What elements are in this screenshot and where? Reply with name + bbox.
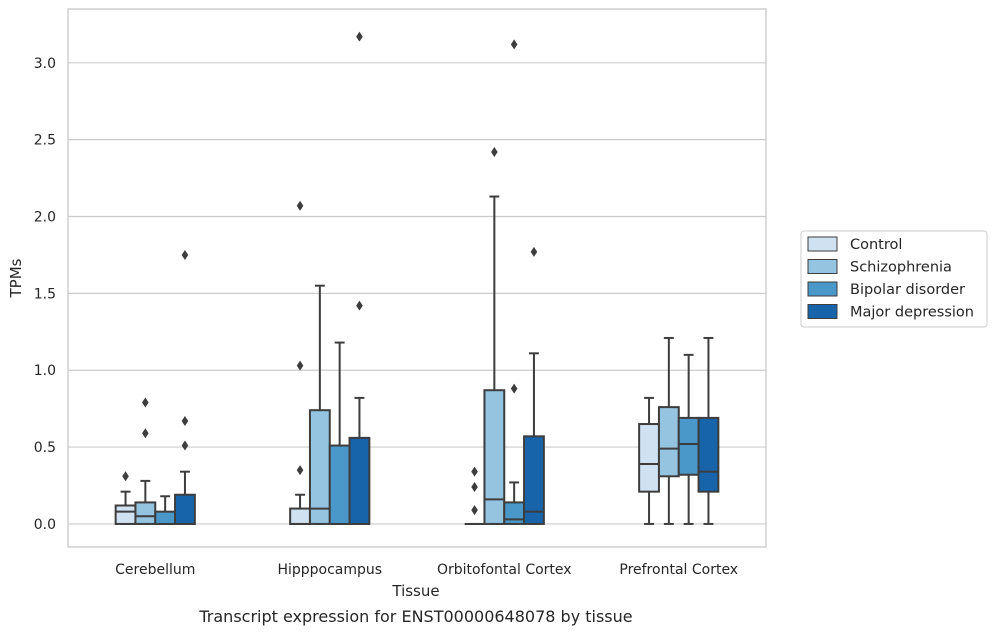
x-tick-label: Prefrontal Cortex	[619, 562, 738, 578]
legend-label: Bipolar disorder	[850, 282, 965, 298]
box-iqr	[134, 501, 157, 525]
box-bipolar-disorder	[154, 495, 177, 525]
box-iqr	[657, 406, 680, 478]
y-tick-label: 0.5	[34, 440, 56, 456]
legend-swatch	[807, 259, 838, 274]
legend-items: Control Schizophrenia Bipolar disorder Majo…	[807, 236, 974, 321]
outlier-point	[181, 249, 189, 260]
y-tick-label: 3.0	[34, 56, 56, 72]
outlier-point	[181, 415, 189, 426]
outlier-point	[122, 471, 129, 482]
boxes-layer	[114, 31, 720, 525]
box-iqr	[154, 510, 177, 525]
outlier-point	[142, 428, 149, 439]
outlier-point	[510, 39, 518, 50]
outlier-point	[510, 383, 518, 394]
y-tick-labels: 0.0 0.5 1.0 1.5 2.0 2.5 3.0	[34, 56, 56, 533]
box-bipolar-disorder	[503, 39, 526, 525]
box-major-depression	[523, 246, 545, 525]
box-major-depression	[697, 336, 720, 525]
box-iqr	[523, 435, 545, 525]
outlier-point	[471, 466, 478, 477]
outlier-point	[356, 300, 363, 311]
outlier-point	[142, 397, 149, 408]
legend: Control Schizophrenia Bipolar disorder Majo…	[800, 230, 988, 328]
box-iqr	[328, 444, 351, 525]
box-iqr	[503, 501, 526, 525]
outlier-point	[296, 200, 304, 211]
y-tick-label: 1.0	[34, 363, 56, 379]
y-axis-title: TPMs	[7, 258, 25, 298]
box-bipolar-disorder	[328, 341, 351, 525]
outlier-point	[356, 31, 363, 42]
x-tick-label: Hipppocampus	[277, 562, 382, 578]
box-major-depression	[348, 31, 371, 525]
chart-caption: Transcript expression for ENST0000064807…	[198, 607, 632, 626]
x-tick-labels: Cerebellum Hipppocampus Orbitofontal Corte…	[115, 562, 738, 578]
legend-swatch	[807, 304, 838, 319]
box-control	[289, 200, 311, 525]
legend-frame	[800, 230, 988, 328]
outlier-point	[296, 360, 304, 371]
box-schizophrenia	[483, 146, 506, 525]
outlier-point	[471, 482, 478, 493]
legend-swatch	[807, 236, 838, 252]
box-iqr	[677, 416, 700, 476]
outlier-point	[491, 146, 498, 157]
box-schizophrenia	[134, 397, 157, 525]
outlier-point	[530, 246, 538, 257]
y-tick-label: 1.5	[34, 286, 56, 302]
box-control	[464, 466, 485, 525]
box-iqr	[289, 507, 311, 525]
outlier-point	[296, 465, 304, 476]
y-tick-label: 2.5	[34, 133, 56, 149]
box-iqr	[697, 416, 720, 493]
legend-label: Control	[850, 237, 902, 253]
box-iqr	[348, 436, 371, 525]
box-iqr	[483, 389, 506, 525]
x-tick-label: Cerebellum	[115, 562, 195, 578]
box-iqr	[638, 423, 660, 493]
legend-label: Major depression	[850, 305, 974, 321]
x-tick-label: Orbitofontal Cortex	[437, 562, 572, 578]
legend-label: Schizophrenia	[850, 260, 952, 276]
box-major-depression	[174, 249, 196, 525]
outlier-point	[471, 505, 478, 516]
box-iqr	[308, 409, 331, 525]
y-tick-label: 0.0	[34, 517, 56, 533]
box-iqr	[174, 493, 196, 525]
box-iqr	[114, 504, 137, 525]
outlier-point	[181, 440, 189, 451]
legend-swatch	[807, 281, 838, 297]
x-axis-title: Tissue	[391, 582, 439, 600]
y-tick-label: 2.0	[34, 210, 56, 226]
